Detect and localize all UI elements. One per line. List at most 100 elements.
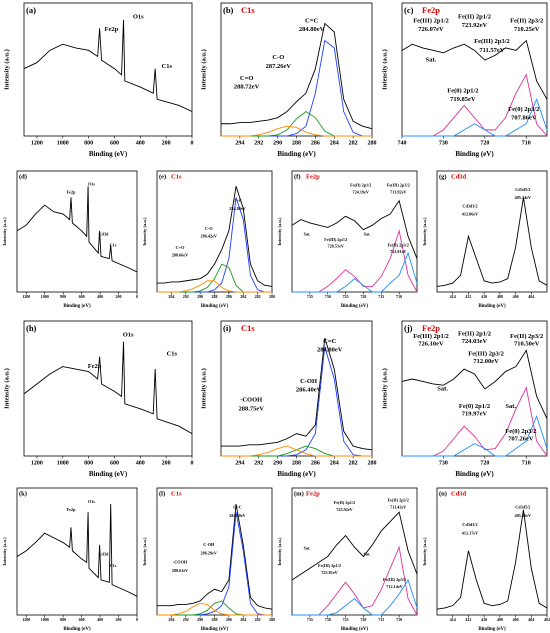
peak-annotation: O1s xyxy=(88,499,95,504)
x-tick-label: 414 xyxy=(450,294,456,299)
spectrum-curve xyxy=(23,341,193,435)
peak-annotation: O1s xyxy=(133,14,144,21)
x-tick-label: 715 xyxy=(378,617,384,622)
x-tick-label: 200 xyxy=(116,294,122,299)
peak-annotation: Fe(II) 2p1/2 xyxy=(458,14,491,21)
x-axis-label: Binding (eV) xyxy=(341,304,369,309)
peak-annotation: Cd3d xyxy=(99,231,109,236)
x-tick-label: 730 xyxy=(439,460,448,466)
peak-annotation: Cd3d xyxy=(99,551,109,556)
peak-annotation: Sat. xyxy=(426,57,437,64)
panel-label: (n) xyxy=(439,490,447,497)
y-axis-label: Intensity (a.u.) xyxy=(422,537,427,566)
panel-title: Cd3d xyxy=(451,490,467,497)
peak-annotation: 719.97eV xyxy=(462,410,488,417)
peak-annotation: Sat. xyxy=(364,551,371,556)
x-tick-label: 400 xyxy=(97,617,103,622)
panel-label: (f) xyxy=(294,173,301,180)
x-tick-label: 282 xyxy=(255,294,261,299)
peak-annotation: Fe(II) 2p3/2 xyxy=(388,243,409,248)
x-tick-label: 720 xyxy=(480,140,489,146)
peak-annotation: C1s xyxy=(162,63,173,70)
spectrum-curve xyxy=(221,125,372,137)
x-tick-label: 284 xyxy=(240,617,246,622)
panel-label: (h) xyxy=(26,323,37,333)
x-tick-label: 288 xyxy=(292,460,301,466)
x-axis-label: Binding (eV) xyxy=(89,470,128,478)
x-tick-label: 0 xyxy=(136,294,138,299)
spectrum-curve xyxy=(436,197,548,287)
panel-title: Cd3d xyxy=(451,173,467,180)
peak-annotation: Fe(II) 2p3/2 xyxy=(510,333,543,340)
plot-frame xyxy=(16,170,138,293)
peak-annotation: Cd3d3/2 xyxy=(462,204,477,209)
x-tick-label: 282 xyxy=(349,140,358,146)
x-tick-label: 1000 xyxy=(41,617,49,622)
x-tick-label: 292 xyxy=(254,460,263,466)
peak-annotation: C=O xyxy=(176,245,185,250)
spectrum-curve xyxy=(402,414,548,457)
x-axis-label: Binding (eV) xyxy=(201,627,229,632)
peak-annotation: -COOH xyxy=(240,397,262,404)
x-tick-label: 410 xyxy=(481,617,487,622)
x-tick-label: 294 xyxy=(168,294,174,299)
peak-annotation: Sat. xyxy=(304,546,311,551)
x-tick-label: 280 xyxy=(368,460,377,466)
x-tick-label: 600 xyxy=(110,460,119,466)
panel-label: (a) xyxy=(26,5,36,15)
peak-annotation: Fe(0) 2p1/2 xyxy=(447,87,478,94)
x-tick-label: 720 xyxy=(480,460,489,466)
peak-annotation: 288.66eV xyxy=(172,253,188,258)
x-tick-label: 400 xyxy=(136,460,145,466)
x-tick-label: 600 xyxy=(79,294,85,299)
panel-label: (d) xyxy=(19,173,27,180)
peak-annotation: 284.80eV xyxy=(229,206,245,211)
spectrum-curve xyxy=(221,337,373,451)
peak-annotation: C-O xyxy=(205,226,213,231)
x-tick-label: 288 xyxy=(292,140,301,146)
peak-annotation: 707.86eV xyxy=(511,114,537,121)
panel-title: C1s xyxy=(241,5,255,15)
peak-annotation: Fe(II) 2p3/2 xyxy=(388,498,409,503)
x-axis-label: Binding (eV) xyxy=(455,150,494,158)
y-axis-label: Intensity (a.u.) xyxy=(200,368,207,409)
x-axis-label: Binding (eV) xyxy=(341,627,369,632)
peak-annotation: C1s xyxy=(167,350,178,357)
x-tick-label: 412 xyxy=(465,617,471,622)
peak-annotation: Fe(0) 2p1/2 xyxy=(459,403,490,410)
x-tick-label: 414 xyxy=(450,617,456,622)
x-tick-label: 1200 xyxy=(22,294,30,299)
x-tick-label: 725 xyxy=(343,294,349,299)
peak-annotation: 412.06eV xyxy=(462,211,478,216)
peak-annotation: Sat. xyxy=(304,231,311,236)
x-tick-label: 715 xyxy=(378,294,384,299)
x-tick-label: 1000 xyxy=(57,140,69,146)
peak-annotation: Fe(III) 2p1/2 xyxy=(413,17,449,24)
x-tick-label: 294 xyxy=(168,617,174,622)
peak-annotation: Sat. xyxy=(505,403,516,410)
peak-annotation: 286.42eV xyxy=(201,234,217,239)
x-tick-label: 1200 xyxy=(31,460,43,466)
y-axis-label: Intensity (a.u.) xyxy=(2,537,7,566)
panel-title: C1s xyxy=(171,173,182,180)
panel-title: Fe2p xyxy=(306,490,320,497)
y-axis-label: Intensity (a.u.) xyxy=(381,368,388,409)
y-axis-label: Intensity (a.u.) xyxy=(200,49,207,90)
peak-annotation: Fe(II) 2p1/2 xyxy=(350,183,371,188)
plot-frame xyxy=(291,170,418,293)
peak-annotation: Fe(III) 2p3/2 xyxy=(383,577,406,582)
peak-annotation: Cd3d3/2 xyxy=(462,522,477,527)
x-tick-label: 1200 xyxy=(22,617,30,622)
y-axis-label: Intensity (a.u.) xyxy=(142,537,147,566)
x-tick-label: 200 xyxy=(162,140,171,146)
plot-frame xyxy=(401,320,548,457)
x-tick-label: 730 xyxy=(439,140,448,146)
x-tick-label: 288 xyxy=(212,617,218,622)
peak-annotation: -COOH xyxy=(173,560,188,565)
peak-annotation: 286.29eV xyxy=(201,550,217,555)
peak-annotation: Fe(III) 2p3/2 xyxy=(468,350,504,357)
x-tick-label: 280 xyxy=(368,140,377,146)
peak-annotation: 710.25eV xyxy=(514,26,540,33)
peak-annotation: O1s xyxy=(123,332,134,339)
x-tick-label: 408 xyxy=(497,617,503,622)
